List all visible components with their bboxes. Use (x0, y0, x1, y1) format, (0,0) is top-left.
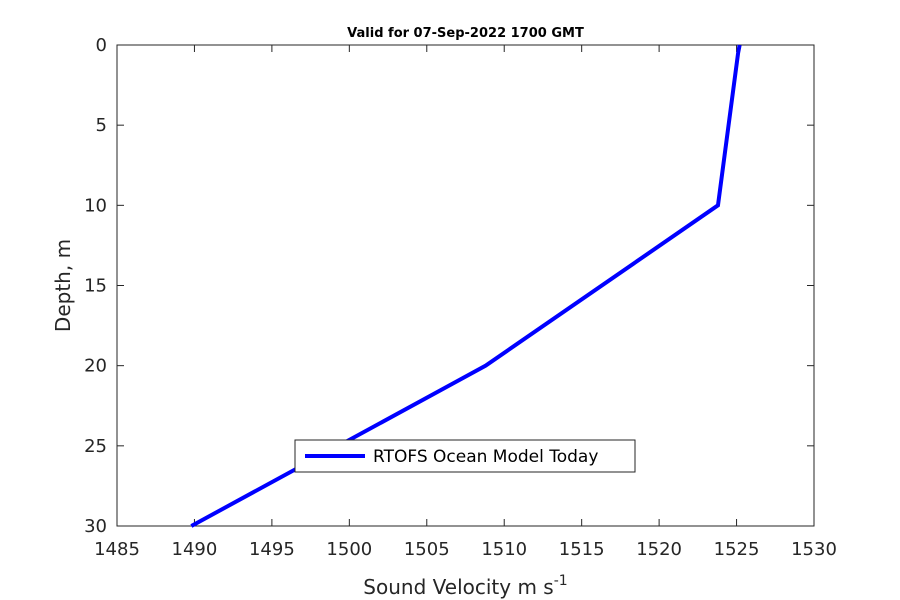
x-tick-label: 1515 (559, 539, 605, 560)
x-tick-label: 1530 (791, 539, 837, 560)
y-tick-label: 25 (84, 436, 107, 457)
series-layer (190, 44, 742, 528)
x-tick-label: 1520 (636, 539, 682, 560)
x-axis-label-main: Sound Velocity m s (363, 575, 553, 599)
x-tick-label: 1485 (94, 539, 140, 560)
y-axis-label: Depth, m (51, 239, 75, 332)
chart-title: Valid for 07-Sep-2022 1700 GMT (347, 26, 584, 41)
x-tick-label: 1490 (172, 539, 218, 560)
y-tick-label: 5 (96, 115, 107, 136)
y-tick-label: 15 (84, 276, 107, 297)
x-tick-label: 1505 (404, 539, 450, 560)
plot-area (116, 44, 815, 527)
x-axis-label-superscript: -1 (554, 573, 568, 589)
y-tick-label: 0 (96, 35, 107, 56)
y-axis-ticks: 0 5 10 15 20 25 30 (84, 35, 814, 537)
x-tick-label: 1500 (326, 539, 372, 560)
x-tick-label: 1495 (249, 539, 295, 560)
x-axis-ticks: 1485 1490 1495 1500 1505 1510 1515 1520 1525 1530 (94, 45, 837, 560)
x-tick-label: 1525 (714, 539, 760, 560)
x-tick-label: 1510 (481, 539, 527, 560)
legend-label: RTOFS Ocean Model Today (373, 447, 598, 467)
y-tick-label: 30 (84, 516, 107, 537)
y-tick-label: 10 (84, 195, 107, 216)
series-line (190, 44, 742, 528)
y-tick-label: 20 (84, 356, 107, 377)
legend: RTOFS Ocean Model Today (294, 439, 636, 473)
x-axis-label: Sound Velocity m s-1 (363, 573, 567, 599)
